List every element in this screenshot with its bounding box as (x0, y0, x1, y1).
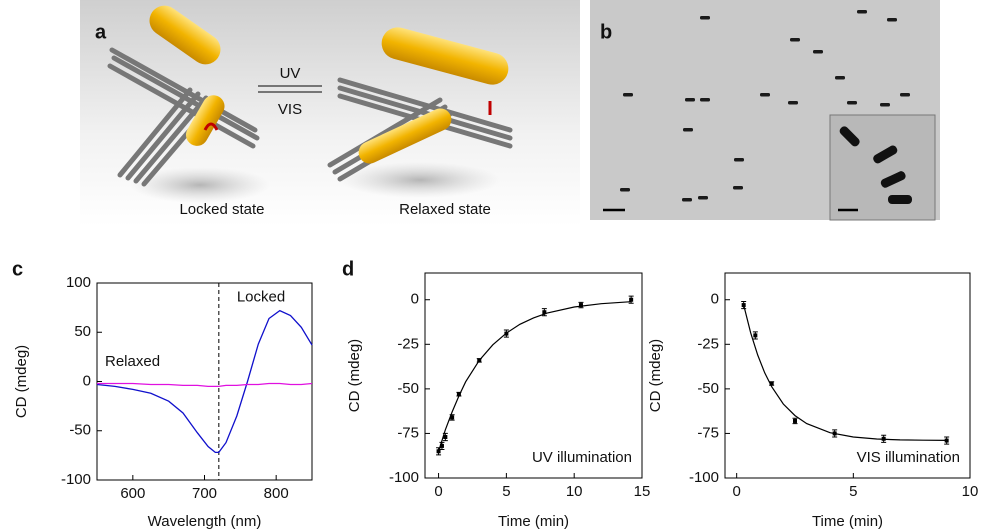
tem-particle (887, 18, 897, 22)
data-line (97, 311, 312, 453)
y-tick-label: -100 (61, 471, 91, 488)
caption: Relaxed state (399, 201, 491, 218)
arrow-label: VIS (278, 101, 302, 118)
tem-particle (880, 103, 890, 107)
data-point (882, 437, 886, 441)
series-label: Relaxed (105, 353, 160, 370)
tem-particle (682, 198, 692, 202)
y-axis-label: CD (mdeg) (346, 339, 363, 412)
panel-b: b (590, 0, 940, 220)
plot-frame (97, 283, 312, 480)
data-point (629, 298, 633, 302)
y-tick-label: -25 (697, 335, 719, 352)
y-tick-label: -50 (397, 380, 419, 397)
x-tick-label: 5 (849, 483, 857, 500)
fit-line (439, 302, 631, 452)
panel-label: d (342, 258, 354, 280)
y-axis-label: CD (mdeg) (647, 339, 664, 412)
y-tick-label: 100 (66, 274, 91, 291)
y-tick-label: -50 (69, 422, 91, 439)
x-tick-label: 10 (566, 483, 583, 500)
tem-particle (857, 10, 867, 14)
tem-particle (813, 50, 823, 54)
data-point (793, 419, 797, 423)
fit-line (744, 305, 947, 440)
x-tick-label: 0 (434, 483, 442, 500)
data-point (833, 431, 837, 435)
x-tick-label: 0 (732, 483, 740, 500)
tem-particle (788, 101, 798, 105)
series-label: Locked (237, 289, 285, 306)
y-tick-label: -25 (397, 335, 419, 352)
tem-particle (835, 76, 845, 80)
data-point (753, 333, 757, 337)
y-tick-label: 0 (411, 291, 419, 308)
data-point (504, 332, 508, 336)
y-tick-label: -50 (697, 380, 719, 397)
tem-particle (683, 128, 693, 132)
figure: a UV VIS Locked state Re (0, 0, 984, 532)
y-tick-label: 0 (711, 291, 719, 308)
annotation: UV illumination (532, 449, 632, 466)
y-tick-label: -75 (397, 424, 419, 441)
tem-particle (847, 101, 857, 105)
data-point (457, 392, 461, 396)
arrow-label: UV (280, 65, 301, 82)
y-tick-label: -75 (697, 424, 719, 441)
tem-particle (900, 93, 910, 97)
tem-particle (685, 98, 695, 102)
tem-particle (620, 188, 630, 192)
data-point (477, 358, 481, 362)
data-point (945, 439, 949, 443)
data-point (440, 444, 444, 448)
x-tick-label: 800 (264, 485, 289, 502)
data-point (742, 303, 746, 307)
tem-particle (734, 158, 744, 162)
y-tick-label: 0 (83, 372, 91, 389)
x-tick-label: 5 (502, 483, 510, 500)
data-point (443, 435, 447, 439)
tem-particle (790, 38, 800, 42)
x-tick-label: 10 (962, 483, 979, 500)
data-point (450, 415, 454, 419)
caption: Locked state (179, 201, 264, 218)
x-axis-label: Time (min) (498, 513, 569, 530)
tem-particle (623, 93, 633, 97)
tem-particle (700, 98, 710, 102)
y-axis-label: CD (mdeg) (13, 345, 30, 418)
tem-particle (700, 16, 710, 20)
x-tick-label: 700 (192, 485, 217, 502)
x-axis-label: Wavelength (nm) (148, 513, 262, 530)
data-point (579, 303, 583, 307)
x-axis-label: Time (min) (812, 513, 883, 530)
x-tick-label: 15 (634, 483, 651, 500)
panel-label: a (95, 21, 107, 43)
x-tick-label: 600 (120, 485, 145, 502)
tem-particle (733, 186, 743, 190)
tem-particle (698, 196, 708, 200)
annotation: VIS illumination (857, 449, 960, 466)
data-point (542, 310, 546, 314)
y-tick-label: -100 (389, 469, 419, 486)
y-tick-label: -100 (689, 469, 719, 486)
tem-particle (760, 93, 770, 97)
plot-frame (725, 273, 970, 478)
data-point (770, 382, 774, 386)
panel-a: a UV VIS Locked state Re (80, 0, 580, 226)
data-line (97, 384, 312, 387)
y-tick-label: 50 (74, 323, 91, 340)
panel-label: b (600, 21, 612, 43)
panel-label: c (12, 258, 23, 280)
